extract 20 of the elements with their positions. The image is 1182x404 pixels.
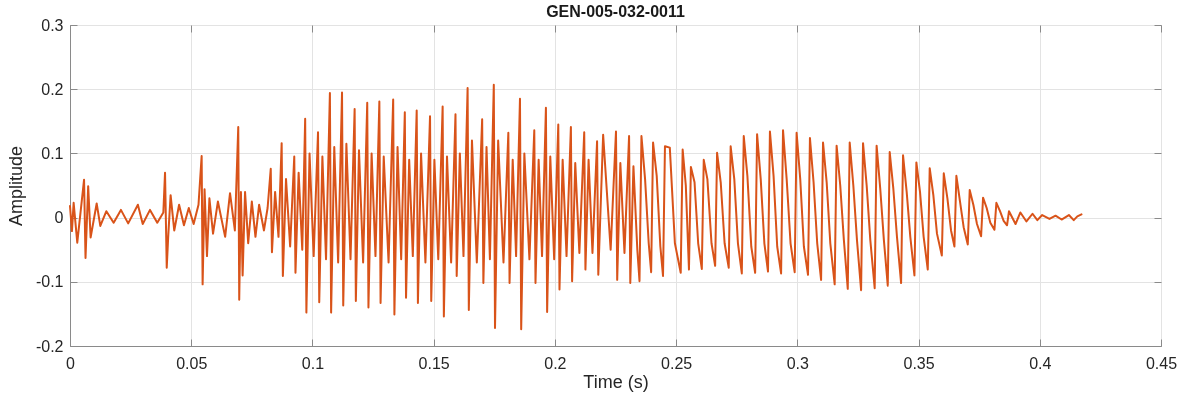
y-tick-label: -0.1 — [35, 273, 64, 291]
x-axis-title: Time (s) — [583, 371, 649, 392]
x-tick-label: 0.35 — [903, 354, 935, 372]
x-tick-label: 0.1 — [301, 354, 325, 372]
x-tick-label: 0.2 — [544, 354, 567, 372]
x-tick-label: 0.05 — [176, 354, 208, 372]
x-tick-label: 0.4 — [1029, 354, 1052, 372]
x-tick-label: 0.15 — [418, 354, 450, 372]
y-tick-label: 0 — [54, 209, 64, 227]
y-tick-label: 0.2 — [41, 80, 64, 98]
y-axis-title: Amplitude — [5, 145, 26, 227]
x-tick-label: 0.45 — [1145, 354, 1178, 372]
x-tick-label: 0 — [66, 354, 76, 372]
y-tick-label: 0.3 — [41, 16, 64, 34]
y-tick-label: 0.1 — [41, 144, 64, 162]
chart-title: GEN-005-032-0011 — [546, 3, 685, 20]
line-series — [69, 83, 1083, 331]
y-tick-label: -0.2 — [35, 337, 64, 355]
x-tick-label: 0.25 — [661, 354, 693, 372]
x-tick-label: 0.3 — [786, 354, 810, 372]
